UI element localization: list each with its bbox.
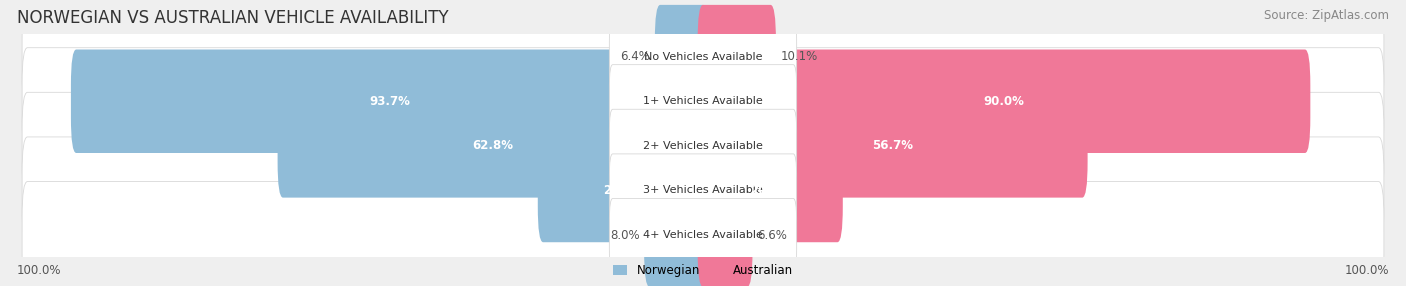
Text: 2+ Vehicles Available: 2+ Vehicles Available: [643, 141, 763, 151]
FancyBboxPatch shape: [644, 183, 709, 286]
FancyBboxPatch shape: [22, 182, 1384, 286]
Text: 56.7%: 56.7%: [872, 139, 912, 152]
Text: 62.8%: 62.8%: [472, 139, 513, 152]
Text: 10.1%: 10.1%: [780, 50, 818, 63]
Text: 6.6%: 6.6%: [758, 229, 787, 242]
FancyBboxPatch shape: [697, 49, 1310, 153]
FancyBboxPatch shape: [70, 49, 709, 153]
FancyBboxPatch shape: [537, 139, 709, 242]
Text: 90.0%: 90.0%: [984, 95, 1025, 108]
FancyBboxPatch shape: [697, 139, 842, 242]
FancyBboxPatch shape: [22, 137, 1384, 244]
Text: 1+ Vehicles Available: 1+ Vehicles Available: [643, 96, 763, 106]
Text: 6.4%: 6.4%: [620, 50, 650, 63]
FancyBboxPatch shape: [277, 94, 709, 198]
Text: Source: ZipAtlas.com: Source: ZipAtlas.com: [1264, 9, 1389, 21]
FancyBboxPatch shape: [697, 5, 776, 108]
FancyBboxPatch shape: [655, 5, 709, 108]
FancyBboxPatch shape: [22, 48, 1384, 155]
FancyBboxPatch shape: [697, 94, 1088, 198]
FancyBboxPatch shape: [609, 198, 797, 272]
FancyBboxPatch shape: [609, 20, 797, 93]
Text: 93.7%: 93.7%: [370, 95, 411, 108]
FancyBboxPatch shape: [22, 92, 1384, 199]
Text: 100.0%: 100.0%: [17, 265, 62, 277]
FancyBboxPatch shape: [609, 109, 797, 182]
Text: 20.1%: 20.1%: [749, 184, 790, 197]
Text: 4+ Vehicles Available: 4+ Vehicles Available: [643, 230, 763, 240]
FancyBboxPatch shape: [697, 183, 752, 286]
Legend: Norwegian, Australian: Norwegian, Australian: [613, 264, 793, 277]
FancyBboxPatch shape: [609, 65, 797, 138]
Text: 23.9%: 23.9%: [603, 184, 644, 197]
FancyBboxPatch shape: [22, 3, 1384, 110]
Text: 100.0%: 100.0%: [1344, 265, 1389, 277]
FancyBboxPatch shape: [609, 154, 797, 227]
Text: NORWEGIAN VS AUSTRALIAN VEHICLE AVAILABILITY: NORWEGIAN VS AUSTRALIAN VEHICLE AVAILABI…: [17, 9, 449, 27]
Text: 3+ Vehicles Available: 3+ Vehicles Available: [643, 186, 763, 195]
Text: No Vehicles Available: No Vehicles Available: [644, 52, 762, 61]
Text: 8.0%: 8.0%: [610, 229, 640, 242]
